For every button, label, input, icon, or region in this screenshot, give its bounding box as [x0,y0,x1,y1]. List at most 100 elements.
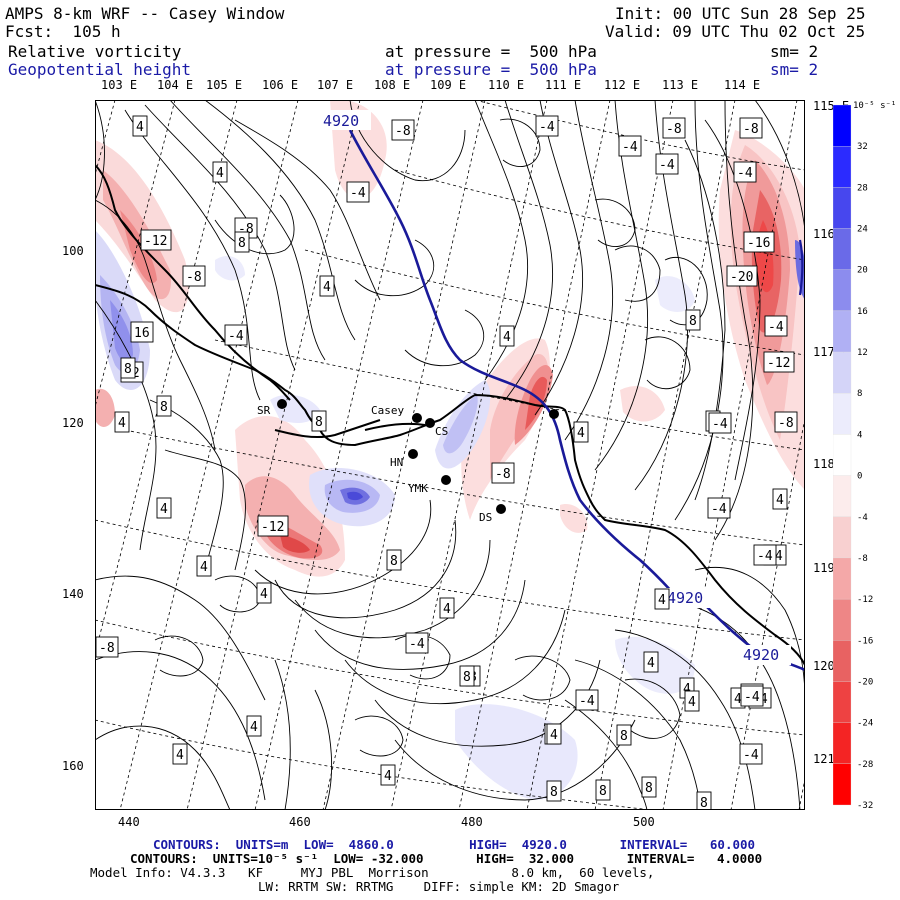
x-tick-label: 460 [289,815,311,829]
station-label-ymk: YMK [408,482,428,495]
contour-value-label: 8 [641,776,657,798]
contour-value-label: -12 [140,229,172,251]
contour-value-label: 4 [246,715,262,737]
lon-label: 105 E [206,78,243,92]
contour-value-label: 4 [132,115,148,137]
colorbar-tick-label: 24 [857,225,868,235]
contour-value-label: 4 [319,275,335,297]
contour-value-text: -4 [743,748,759,763]
lat-lon-grid [95,100,805,810]
station-label-hn: HN [390,456,403,469]
colorbar-swatch [833,146,852,188]
positive-vorticity-shading [95,230,805,800]
field1-name: Relative vorticity [8,42,182,61]
colorbar-swatch [833,393,852,435]
contour-value-text: 4 [683,682,691,697]
height-label: 4920 [743,646,779,664]
contour-value-label: -4 [346,181,370,203]
contour-value-text: -4 [768,320,784,335]
contour-value-label: -4 [733,161,757,183]
contour-value-label: -8 [662,117,686,139]
contour-value-label: -4 [535,115,559,137]
field1-smoothing: sm= 2 [770,42,819,61]
colorbar-tick-label: -24 [857,719,873,729]
contour-value-label: -4 [618,135,642,157]
colorbar-tick-label: -32 [857,801,873,810]
colorbar-swatch [833,598,852,641]
lon-label: 108 E [374,78,411,92]
contour-value-text: 4 [136,120,144,135]
contour-value-label: 8 [459,665,475,687]
contour-value-label: 8 [311,410,327,432]
colorbar-swatch [833,557,852,600]
contour-value-text: 8 [599,784,607,799]
contour-value-text: -4 [712,417,728,432]
contour-value-label: -4 [764,315,788,337]
contour-value-text: -8 [743,122,759,137]
contour-value-text: 4 [577,426,585,441]
colorbar-swatch [833,722,852,764]
contour-value-text: 8 [390,554,398,569]
colorbar-swatch [833,640,852,682]
lon-label: 114 E [724,78,761,92]
colorbar-swatch [833,516,852,559]
colorbar-swatch [833,763,852,806]
colorbar-tick-label: 0 [857,472,862,482]
colorbar-swatch [833,187,852,229]
contour-value-text: -4 [228,329,244,344]
lon-label: 112 E [604,78,641,92]
contour-value-text: 8 [700,796,708,810]
colorbar-tick-label: 12 [857,348,868,358]
lon-label: 104 E [157,78,194,92]
contour-value-text: -4 [737,166,753,181]
contour-value-text: -8 [186,270,202,285]
contour-value-label: -4 [655,153,679,175]
contour-value-text: -16 [747,236,770,251]
contour-value-label: -20 [726,265,758,287]
contour-value-text: 4 [550,728,558,743]
contour-value-label: 4 [156,497,172,519]
contour-value-label: 16 [130,321,154,343]
colorbar-tick-label: -12 [857,595,873,605]
contour-value-text: 8 [550,785,558,800]
contour-value-text: 8 [315,415,323,430]
contour-value-label: 4 [772,488,788,510]
contour-value-text: 4 [250,720,258,735]
contour-value-text: 8 [463,670,471,685]
contour-value-text: -8 [495,467,511,482]
contour-value-label: -8 [739,117,763,139]
station-markers [277,399,559,514]
station-dot-east [549,409,559,419]
height-label: 4920 [323,112,359,130]
contour-value-text: 4 [118,416,126,431]
footer-height-contours: CONTOURS: UNITS=m LOW= 4860.0 HIGH= 4920… [153,837,756,852]
station-dot-sr [277,399,287,409]
station-label-cs: CS [435,425,448,438]
contour-value-label: 8 [234,231,250,253]
contour-value-text: 4 [658,593,666,608]
height-label: 4920 [667,589,703,607]
contour-value-label: -8 [491,462,515,484]
colorbar-tick-label: 28 [857,183,868,193]
contour-value-label: -4 [405,632,429,654]
lon-label: 111 E [545,78,582,92]
colorbar-tick-label: 20 [857,266,868,276]
station-dot-hn [408,449,418,459]
contour-value-label: 4 [212,161,228,183]
colorbar-tick-label: 16 [857,307,868,317]
contour-value-label: 4 [380,764,396,786]
contour-value-text: 4 [176,748,184,763]
contour-value-text: 8 [238,236,246,251]
field1-level: at pressure = 500 hPa [385,42,597,61]
contour-value-text: 4 [260,587,268,602]
colorbar-tick-label: -20 [857,677,873,687]
colorbar-tick-label: -28 [857,760,873,770]
colorbar-swatch [833,475,852,517]
contour-value-text: -8 [666,122,682,137]
lon-labels: 103 E 104 E 105 E 106 E 107 E 108 E 109 … [0,78,900,94]
contour-value-text: 16 [134,326,150,341]
contour-value-text: -4 [622,140,638,155]
vorticity-map: SR Casey CS HN YMK DS 4920 4920 4920 4 -8… [95,100,805,810]
contour-value-label: 4 [196,555,212,577]
x-tick-label: 480 [461,815,483,829]
